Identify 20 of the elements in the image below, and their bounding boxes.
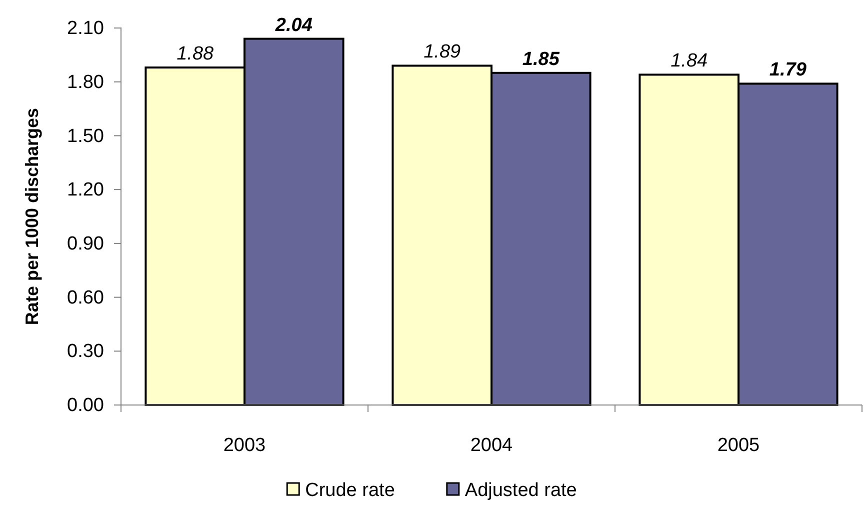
data-label: 1.84 <box>670 50 708 72</box>
y-tick-label: 1.80 <box>67 72 104 93</box>
x-tick-label: 2003 <box>223 435 266 456</box>
y-tick-label: 2.10 <box>67 18 104 40</box>
y-tick-label: 0.60 <box>67 287 104 308</box>
data-label: 1.79 <box>769 60 807 81</box>
y-axis-title: Rate per 1000 discharges <box>22 108 42 326</box>
y-tick-label: 0.90 <box>67 234 104 255</box>
x-tick-label: 2005 <box>717 435 760 456</box>
y-tick-label: 1.20 <box>67 180 104 201</box>
data-label: 1.88 <box>176 43 214 64</box>
data-label: 1.89 <box>424 42 462 63</box>
y-tick-label: 0.00 <box>67 395 104 416</box>
x-tick-label: 2004 <box>470 435 514 456</box>
data-label: 2.04 <box>274 14 313 36</box>
legend-label: Crude rate <box>305 480 395 501</box>
y-tick-label: 0.30 <box>67 341 104 362</box>
data-label: 1.85 <box>522 48 560 70</box>
legend-label: Adjusted rate <box>464 480 577 501</box>
y-tick-label: 1.50 <box>67 126 104 147</box>
